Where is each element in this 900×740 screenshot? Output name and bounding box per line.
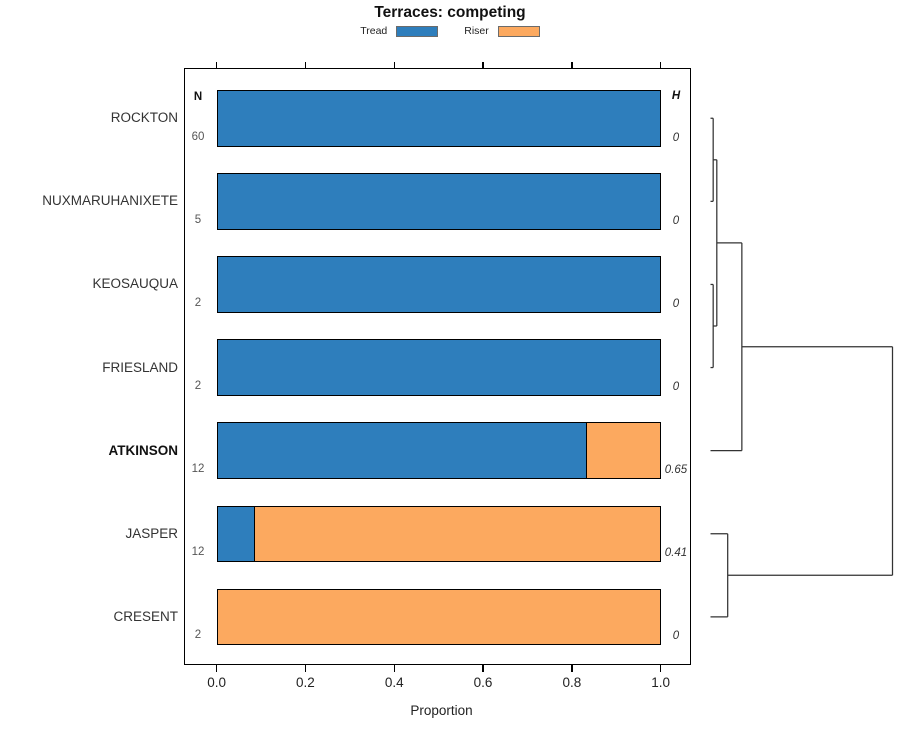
h-value: 0 xyxy=(672,380,680,393)
legend-label-tread: Tread xyxy=(360,25,388,37)
x-tick xyxy=(304,61,307,69)
x-tick xyxy=(304,665,307,672)
n-value: 12 xyxy=(191,462,205,475)
bar xyxy=(216,90,661,147)
x-tick-label: 0.2 xyxy=(296,675,315,690)
x-tick xyxy=(482,665,484,672)
x-tick xyxy=(215,665,218,672)
bar-segment-tread xyxy=(217,423,586,478)
x-tick xyxy=(393,61,395,69)
x-tick xyxy=(660,665,662,672)
h-column-header: H xyxy=(671,90,681,102)
bar-segment-riser xyxy=(585,423,660,478)
x-tick xyxy=(482,61,484,69)
chart-title: Terraces: competing xyxy=(374,4,526,21)
x-tick-label: 1.0 xyxy=(651,675,671,690)
h-value: 0 xyxy=(672,297,680,310)
n-value: 60 xyxy=(191,130,205,143)
n-value: 5 xyxy=(194,213,202,226)
x-axis-title: Proportion xyxy=(410,703,473,718)
h-value: 0.65 xyxy=(664,463,688,476)
n-value: 12 xyxy=(191,546,205,558)
category-label: NUXMARUHANIXETE xyxy=(42,193,178,209)
bar-segment-riser xyxy=(254,506,660,561)
category-label: JASPER xyxy=(125,525,178,541)
x-tick-label: 0.8 xyxy=(562,675,582,690)
x-tick xyxy=(393,665,395,672)
bar xyxy=(216,588,661,646)
legend-swatch-tread xyxy=(396,25,439,37)
bar xyxy=(216,339,661,396)
category-label: KEOSAUQUA xyxy=(92,276,178,292)
x-tick xyxy=(571,61,573,69)
x-tick-label: 0.6 xyxy=(473,675,493,690)
category-label: ATKINSON xyxy=(108,442,179,458)
legend-label-riser: Riser xyxy=(464,25,489,37)
bar-segment-riser xyxy=(217,589,660,645)
category-label: FRIESLAND xyxy=(102,359,178,375)
plot-area xyxy=(184,68,691,665)
h-value: 0.41 xyxy=(664,547,688,559)
x-tick xyxy=(660,61,662,69)
bar-segment-tread xyxy=(217,91,660,146)
h-value: 0 xyxy=(672,131,680,144)
n-value: 2 xyxy=(194,629,202,642)
x-tick-label: 0.0 xyxy=(207,675,226,690)
bar xyxy=(216,422,661,479)
n-value: 2 xyxy=(194,379,202,392)
bar xyxy=(216,173,661,230)
category-label: ROCKTON xyxy=(110,110,178,126)
n-value: 2 xyxy=(194,296,202,309)
n-column-header: N xyxy=(193,91,203,103)
legend-swatch-riser xyxy=(497,25,540,37)
x-tick-label: 0.4 xyxy=(384,675,404,690)
bar xyxy=(216,505,661,562)
x-tick xyxy=(571,665,573,672)
legend-item-riser: Riser xyxy=(464,25,540,37)
bar-segment-tread xyxy=(217,174,660,229)
legend-item-tread: Tread xyxy=(360,25,439,37)
category-label: CRESENT xyxy=(113,608,178,624)
bar xyxy=(216,256,661,313)
h-value: 0 xyxy=(672,630,680,643)
bar-segment-tread xyxy=(217,506,255,561)
h-value: 0 xyxy=(672,214,680,227)
bar-segment-tread xyxy=(217,340,660,395)
legend: Tread Riser xyxy=(0,25,900,37)
bar-segment-tread xyxy=(217,257,660,312)
x-tick xyxy=(215,61,218,69)
